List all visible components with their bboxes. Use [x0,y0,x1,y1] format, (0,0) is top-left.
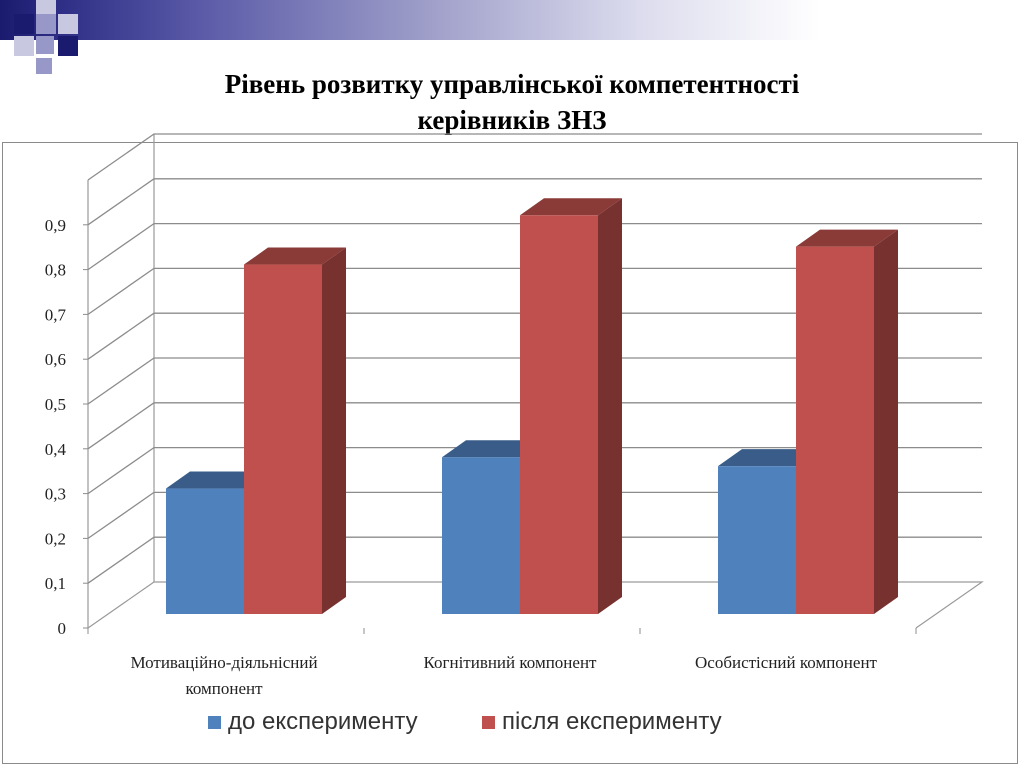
bar-top [244,247,346,265]
y-tick-label: 0,6 [45,350,66,369]
decoration-square [36,36,54,54]
chart-gridlines [83,133,982,634]
gridline [87,222,982,271]
gridline [87,357,982,405]
gridline [87,491,982,539]
x-axis-category-labels: Мотиваційно-діяльнісний компонент Когнітив… [130,653,877,698]
y-tick-label: 0 [58,619,67,638]
gridline [87,178,982,226]
y-tick-label: 0,7 [45,305,67,324]
legend-swatch [208,716,221,729]
y-tick-label: 0,4 [45,440,67,459]
y-tick-label: 0,2 [45,529,66,548]
gridline [87,446,982,495]
legend-label: до експерименту [228,708,418,735]
bar-side [598,198,622,614]
decoration-square [58,14,78,34]
decoration-square [58,36,78,56]
bar-top [520,198,622,216]
decoration-square [36,14,56,34]
bar-top [796,229,898,247]
gridline [87,133,982,181]
bar-top [718,449,820,467]
x-category-label: Особистісний компонент [695,653,878,672]
x-category-label: компонент [185,679,263,698]
bar [166,488,244,614]
y-axis-tick-labels: 0 0,1 0,2 0,3 0,4 0,5 0,6 0,7 0,8 0,9 [45,216,67,638]
gridline [87,402,982,450]
bar [520,215,598,614]
decoration-square [14,36,34,56]
bar [796,246,874,614]
bar [244,264,322,614]
decoration-square [36,58,52,74]
bar-top [166,471,268,489]
bar-side [322,247,346,614]
page-title: Рівень розвитку управлінської компетентн… [224,69,800,135]
gridline [87,267,982,315]
y-tick-label: 0,9 [45,216,66,235]
bar-side [874,229,898,614]
gridline [87,312,982,360]
decoration-square [14,14,34,34]
chart-bars [166,198,898,614]
bar [442,457,520,614]
x-category-label: Мотиваційно-діяльнісний [130,653,317,672]
bar-top [442,440,544,458]
chart-legend: до експерименту після експерименту [208,708,722,735]
y-tick-label: 0,1 [45,574,66,593]
y-tick-label: 0,5 [45,395,66,414]
legend-label: після експерименту [502,708,722,735]
gridline [87,536,982,584]
y-tick-label: 0,8 [45,261,66,280]
title-band-decoration [0,0,1024,40]
bar [718,466,796,614]
legend-swatch [482,716,495,729]
x-category-label: Когнітивний компонент [424,653,598,672]
y-tick-label: 0,3 [45,485,66,504]
chart-frame [2,142,1018,764]
